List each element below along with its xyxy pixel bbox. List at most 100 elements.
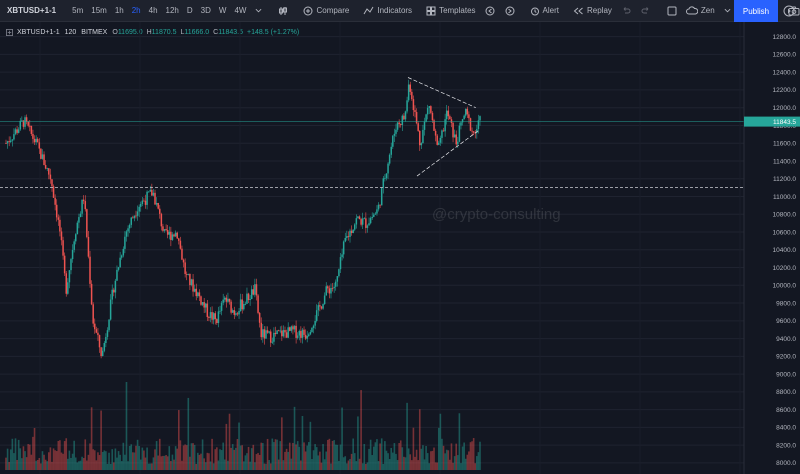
candle-body: [122, 248, 125, 256]
candle-body: [463, 115, 465, 120]
redo-circle-icon[interactable]: [500, 6, 520, 16]
candle-body: [358, 216, 361, 220]
volume-bar: [132, 452, 134, 470]
candle-body: [323, 295, 326, 305]
candle-body: [200, 296, 202, 305]
candle-body: [412, 99, 415, 111]
undo-circle-icon[interactable]: [480, 6, 500, 16]
candle-body: [466, 108, 469, 115]
volume-bar: [434, 462, 437, 470]
legend-symbol: XBTUSD+1-1: [17, 28, 60, 36]
play-button[interactable]: [778, 0, 800, 22]
chevron-down-icon[interactable]: [719, 7, 736, 14]
timeframe-12h[interactable]: 12h: [165, 6, 179, 15]
timeframe-2h[interactable]: 2h: [131, 6, 141, 15]
candle-body: [40, 148, 42, 159]
timeframe-w[interactable]: W: [218, 6, 227, 15]
volume-bar: [38, 458, 41, 470]
candle-body: [217, 311, 220, 324]
candle-body: [453, 134, 456, 138]
candle-body: [144, 200, 147, 205]
drag-handle-icon[interactable]: [6, 28, 13, 36]
candle-body: [155, 202, 158, 205]
volume-bar: [426, 453, 429, 470]
candle-body: [441, 130, 443, 138]
candle-body: [252, 289, 255, 295]
volume-bar: [281, 417, 283, 470]
volume-bar: [90, 407, 93, 470]
undo-icon[interactable]: [616, 6, 636, 16]
replay-button[interactable]: Replay: [569, 6, 616, 16]
volume-bar: [472, 438, 475, 470]
symbol-search-button[interactable]: XBTUSD+1-1: [7, 6, 57, 15]
volume-bar: [146, 447, 148, 470]
timeframe-5m[interactable]: 5m: [72, 6, 84, 15]
volume-bar: [339, 444, 342, 470]
candle-body: [125, 231, 128, 237]
candle-body: [138, 206, 140, 212]
chevron-down-icon[interactable]: [250, 7, 267, 14]
candle-body: [157, 202, 159, 209]
volume-bar: [322, 444, 324, 470]
drawings[interactable]: [0, 77, 744, 188]
legend-low-value: 11666.0: [184, 28, 210, 36]
triangle-lower-line[interactable]: [416, 130, 479, 177]
candle-body: [425, 114, 427, 122]
volume-bar: [269, 463, 272, 470]
candle-body: [32, 133, 34, 139]
volume-bar: [135, 445, 137, 470]
candle-body: [216, 319, 218, 324]
candle-body: [166, 230, 169, 235]
alert-button[interactable]: Alert: [526, 6, 563, 16]
redo-icon[interactable]: [636, 6, 656, 16]
volume-bar: [285, 448, 288, 470]
candle-body: [231, 310, 234, 313]
candle-body: [354, 224, 356, 230]
timeframe-15m[interactable]: 15m: [91, 6, 107, 15]
candle-body: [415, 112, 418, 124]
candle-body: [146, 191, 148, 205]
candle-body: [84, 201, 87, 210]
candle-body: [263, 329, 266, 339]
volume-bar: [13, 453, 15, 470]
candle-body: [450, 119, 453, 123]
timeframe-3d[interactable]: 3D: [200, 6, 211, 15]
zen-button[interactable]: Zen: [682, 6, 719, 15]
volume-bar: [171, 454, 174, 470]
price-axis[interactable]: 12800.012600.012400.012200.012000.011800…: [743, 22, 800, 474]
candle-body: [51, 179, 53, 187]
volume-bar: [346, 463, 348, 470]
volume-bar: [287, 451, 289, 470]
indicators-button[interactable]: Indicators: [359, 6, 416, 16]
timeframe-4w[interactable]: 4W: [234, 6, 247, 15]
candles-icon[interactable]: [273, 6, 293, 16]
candle-body: [361, 218, 364, 225]
timeframe-d[interactable]: D: [186, 6, 193, 15]
volume-bar: [200, 453, 202, 470]
volume-bar: [262, 443, 264, 470]
timeframe-4h[interactable]: 4h: [148, 6, 158, 15]
price-chart[interactable]: @crypto-consulting 12800.0 12600.0 12400.0…: [0, 22, 800, 474]
volume-bar: [92, 449, 94, 470]
templates-button[interactable]: Templates: [422, 6, 479, 16]
volume-bar: [342, 457, 345, 470]
volume-bar: [212, 463, 215, 470]
candle-body: [284, 330, 286, 333]
candle-body: [208, 317, 210, 318]
candle-body: [184, 262, 186, 274]
publish-button[interactable]: Publish: [734, 0, 778, 22]
layout-icon[interactable]: [662, 6, 682, 16]
candle-body: [111, 289, 113, 300]
volume-bar: [441, 438, 443, 470]
compare-button[interactable]: Compare: [299, 6, 353, 16]
volume-bar: [97, 452, 99, 470]
triangle-upper-line[interactable]: [407, 77, 476, 109]
volume-bar: [274, 439, 277, 470]
volume-bar: [157, 455, 159, 470]
volume-bar: [71, 453, 74, 470]
volume-bar: [182, 445, 185, 470]
timeframe-1h[interactable]: 1h: [114, 6, 124, 15]
volume-bar: [266, 438, 269, 470]
volume-bar: [296, 441, 299, 470]
volume-bar: [192, 443, 194, 470]
